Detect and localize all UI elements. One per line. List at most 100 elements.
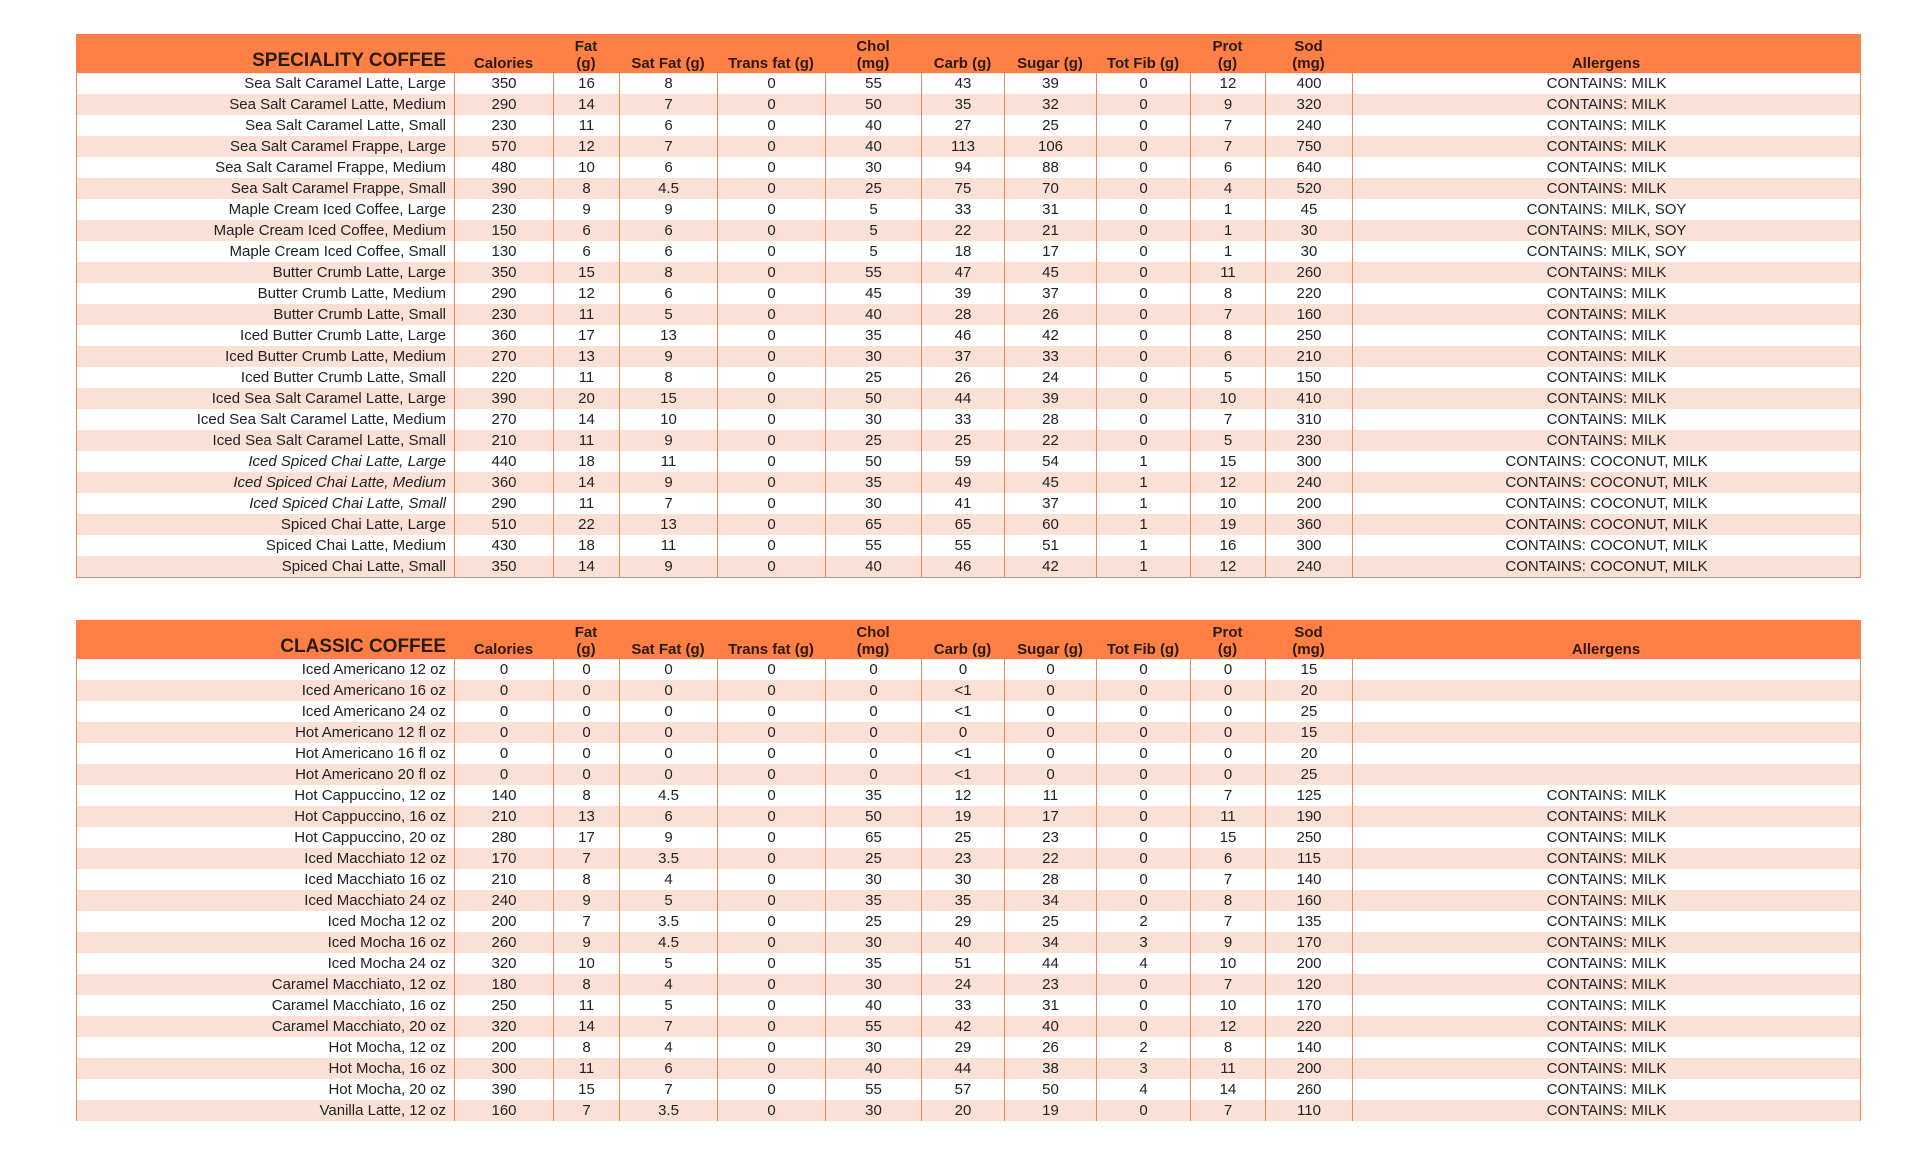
cell-sodium: 20	[1265, 680, 1352, 701]
cell-chol: 0	[825, 722, 921, 743]
cell-sugar: 23	[1004, 827, 1096, 848]
cell-chol: 30	[825, 932, 921, 953]
cell-chol: 25	[825, 178, 921, 199]
cell-allergens: CONTAINS: MILK	[1352, 136, 1860, 157]
cell-sodium: 220	[1265, 283, 1352, 304]
cell-fat: 14	[553, 1016, 619, 1037]
cell-calories: 290	[454, 283, 553, 304]
item-name: Iced Americano 12 oz	[301, 661, 446, 678]
cell-sugar: 88	[1004, 157, 1096, 178]
cell-fiber: 4	[1096, 953, 1190, 974]
cell-chol: 65	[825, 514, 921, 535]
cell-sat-fat: 9	[619, 430, 717, 451]
cell-chol: 55	[825, 1079, 921, 1100]
cell-allergens: CONTAINS: MILK	[1352, 1016, 1860, 1037]
cell-calories: 510	[454, 514, 553, 535]
item-name: Iced Sea Salt Caramel Latte, Medium	[196, 411, 446, 428]
cell-fat: 9	[553, 199, 619, 220]
cell-fat: 22	[553, 514, 619, 535]
cell-fat: 15	[553, 262, 619, 283]
cell-trans-fat: 0	[717, 157, 825, 178]
cell-chol: 0	[825, 659, 921, 680]
cell-sodium: 15	[1265, 659, 1352, 680]
cell-fat: 11	[553, 995, 619, 1016]
cell-fiber: 0	[1096, 94, 1190, 115]
cell-carb: 27	[921, 115, 1004, 136]
table-row: Maple Cream Iced Coffee, Small 130 6 6 0 5 18 1…	[77, 241, 1860, 262]
column-header-trans-fat: Trans fat (g)	[717, 34, 825, 73]
cell-fiber: 0	[1096, 241, 1190, 262]
cell-protein: 9	[1190, 94, 1265, 115]
cell-sugar: 22	[1004, 848, 1096, 869]
cell-trans-fat: 0	[717, 73, 825, 94]
cell-allergens: CONTAINS: MILK	[1352, 115, 1860, 136]
cell-trans-fat: 0	[717, 743, 825, 764]
cell-protein: 7	[1190, 409, 1265, 430]
table-row: Iced Sea Salt Caramel Latte, Large 390 20 1…	[77, 388, 1860, 409]
cell-allergens: CONTAINS: MILK	[1352, 283, 1860, 304]
column-header-sugar: Sugar (g)	[1004, 34, 1096, 73]
column-header-line: Sugar (g)	[1017, 641, 1083, 658]
item-name: Hot Mocha, 16 oz	[328, 1060, 446, 1077]
cell-protein: 15	[1190, 451, 1265, 472]
cell-protein: 8	[1190, 890, 1265, 911]
cell-sugar: 42	[1004, 325, 1096, 346]
cell-sodium: 400	[1265, 73, 1352, 94]
cell-calories: 230	[454, 115, 553, 136]
cell-chol: 65	[825, 827, 921, 848]
cell-sugar: 60	[1004, 514, 1096, 535]
cell-allergens: CONTAINS: MILK	[1352, 995, 1860, 1016]
cell-sat-fat: 6	[619, 1058, 717, 1079]
cell-sugar: 34	[1004, 932, 1096, 953]
cell-sat-fat: 6	[619, 157, 717, 178]
table-row: Spiced Chai Latte, Medium 430 18 11 0 55 55 51 1…	[77, 535, 1860, 556]
cell-fiber: 0	[1096, 346, 1190, 367]
cell-trans-fat: 0	[717, 1037, 825, 1058]
cell-fat: 7	[553, 911, 619, 932]
cell-protein: 8	[1190, 283, 1265, 304]
cell-carb: 29	[921, 911, 1004, 932]
item-name: Iced Mocha 24 oz	[327, 955, 446, 972]
cell-fat: 6	[553, 241, 619, 262]
cell-sodium: 110	[1265, 1100, 1352, 1121]
cell-fat: 8	[553, 178, 619, 199]
column-header-protein: Prot (g)	[1190, 34, 1265, 73]
table-row: Butter Crumb Latte, Small 230 11 5 0 40 28 26 0 7…	[77, 304, 1860, 325]
cell-fiber: 0	[1096, 178, 1190, 199]
cell-sodium: 220	[1265, 1016, 1352, 1037]
cell-sat-fat: 4.5	[619, 785, 717, 806]
cell-sat-fat: 9	[619, 346, 717, 367]
cell-fiber: 0	[1096, 157, 1190, 178]
table-row: Caramel Macchiato, 12 oz 180 8 4 0 30 24 23 0 7 12…	[77, 974, 1860, 995]
table-row: Hot Cappuccino, 16 oz 210 13 6 0 50 19 17 0 11 190…	[77, 806, 1860, 827]
cell-sat-fat: 7	[619, 1079, 717, 1100]
cell-sat-fat: 0	[619, 701, 717, 722]
cell-fat: 7	[553, 1100, 619, 1121]
column-header-line: Carb (g)	[933, 55, 992, 72]
cell-sugar: 0	[1004, 722, 1096, 743]
cell-chol: 0	[825, 743, 921, 764]
cell-sat-fat: 6	[619, 115, 717, 136]
cell-allergens: CONTAINS: MILK	[1352, 409, 1860, 430]
cell-sat-fat: 3.5	[619, 911, 717, 932]
cell-protein: 7	[1190, 785, 1265, 806]
cell-trans-fat: 0	[717, 178, 825, 199]
cell-allergens	[1352, 701, 1860, 722]
cell-chol: 30	[825, 346, 921, 367]
cell-trans-fat: 0	[717, 199, 825, 220]
column-header-line: Sat Fat (g)	[631, 55, 705, 72]
cell-sat-fat: 5	[619, 304, 717, 325]
cell-fiber: 0	[1096, 1016, 1190, 1037]
cell-carb: 18	[921, 241, 1004, 262]
cell-calories: 230	[454, 199, 553, 220]
item-name: Sea Salt Caramel Frappe, Small	[230, 180, 446, 197]
cell-allergens: CONTAINS: MILK	[1352, 1079, 1860, 1100]
cell-allergens: CONTAINS: MILK	[1352, 1058, 1860, 1079]
table-row: Hot Cappuccino, 12 oz 140 8 4.5 0 35 12 11 0 7 125…	[77, 785, 1860, 806]
column-header-sodium: Sod (mg)	[1265, 620, 1352, 659]
cell-sodium: 135	[1265, 911, 1352, 932]
table-row: Iced Spiced Chai Latte, Medium 360 14 9 0 35 4…	[77, 472, 1860, 493]
cell-fat: 18	[553, 535, 619, 556]
item-name: Hot Cappuccino, 20 oz	[294, 829, 446, 846]
cell-fat: 9	[553, 932, 619, 953]
